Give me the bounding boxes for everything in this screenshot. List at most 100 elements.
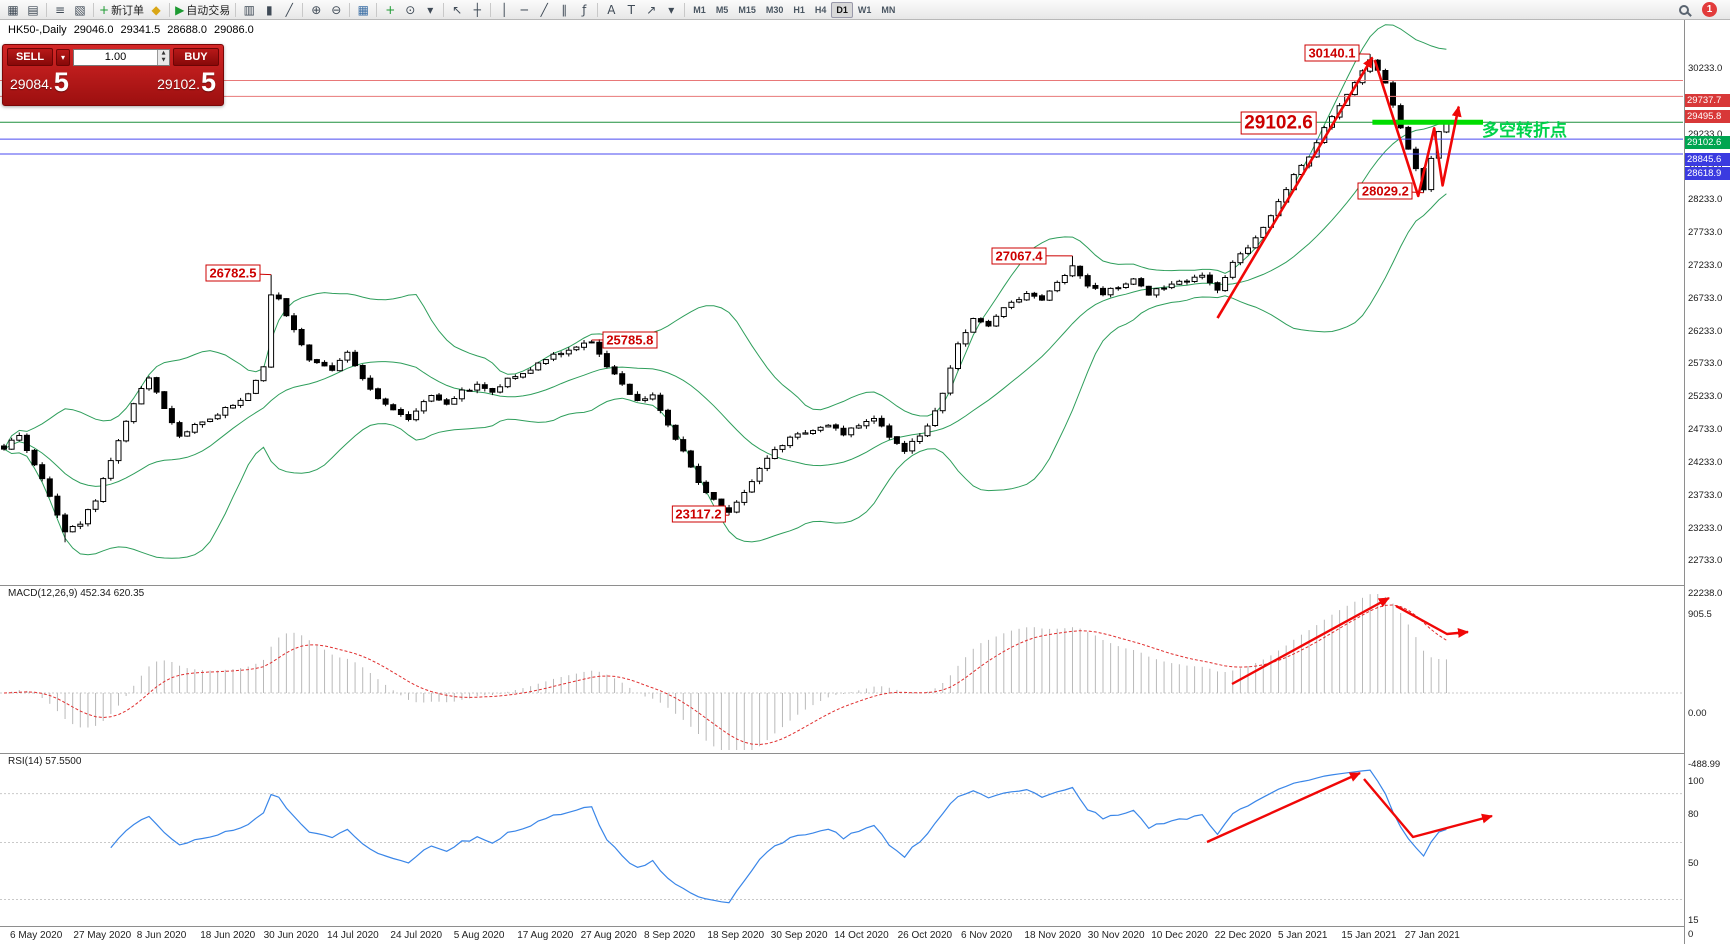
toolbar-separator [349,2,351,17]
trendline-tool-icon[interactable]: ╱ [540,2,548,17]
date-label: 30 Jun 2020 [263,930,319,941]
volume-dropdown-icon[interactable]: ▾ [56,48,70,66]
toolbar-separator [443,2,445,17]
new-order-button[interactable]: + 新订单 [97,1,146,19]
volume-up-icon[interactable]: ▲ [158,49,169,57]
bollinger-bands [3,24,1447,559]
price-scale-separator [1684,20,1685,944]
templates-dropdown-icon[interactable]: ▾ [427,2,434,17]
channel-tool-icon[interactable]: ∥ [561,2,568,17]
macd-axis-label: -488.99 [1688,759,1721,770]
autotrade-button[interactable]: ▶ 自动交易 [173,1,232,19]
buy-button[interactable]: BUY [173,48,219,66]
price-annotation[interactable]: 26782.5 [205,264,261,282]
macd-pane-separator[interactable] [0,585,1730,586]
price-tag: 29102.6 [1685,135,1730,149]
date-label: 18 Nov 2020 [1024,930,1082,941]
rsi-axis-label: 100 [1688,776,1704,787]
price-axis-label: 22733.0 [1688,555,1723,567]
price-axis-label: 22238.0 [1688,588,1723,599]
price-axis-label: 23733.0 [1688,489,1723,501]
price-axis-label: 25233.0 [1688,391,1723,403]
date-label: 26 Oct 2020 [897,930,953,941]
timeframe-m1[interactable]: M1 [693,4,706,15]
rsi-axis-label: 0 [1688,929,1694,940]
cursor-tool-icon[interactable]: ↖ [452,2,463,17]
price-tag: 29737.7 [1685,94,1730,108]
price-annotation[interactable]: 27067.4 [991,247,1047,265]
new-chart-icon[interactable]: ▦ [7,2,19,17]
price-annotation[interactable]: 29102.6 [1240,111,1317,135]
timeframe-m15[interactable]: M15 [738,4,756,15]
timeframe-h1[interactable]: H1 [793,4,805,15]
time-axis[interactable]: 6 May 2020 27 May 2020 8 Jun 2020 18 Jun 20… [0,928,1684,944]
macd-histogram [11,594,1447,750]
price-annotation[interactable]: 25785.8 [602,331,658,349]
fibonacci-tool-icon[interactable]: ƒ [582,2,587,17]
volume-input[interactable]: 1.00 [104,51,127,63]
quote-line: HK50-,Daily 29046.0 29341.5 28688.0 2908… [8,24,254,36]
arrow-tool-icon[interactable]: ↗ [646,2,657,17]
autotrade-label: 自动交易 [186,4,231,17]
search-icon[interactable] [1674,1,1694,19]
quote-open: 29046.0 [73,24,114,36]
toolbar-separator [235,2,237,17]
magnifier-glyph [1679,4,1689,15]
market-watch-icon[interactable]: ≡ [54,2,66,17]
rsi-pane-separator[interactable] [0,753,1730,754]
timeframe-m30[interactable]: M30 [765,4,784,15]
periods-clock-icon[interactable]: ⊙ [405,2,416,17]
zoom-out-icon[interactable]: ⊖ [331,2,342,17]
date-label: 14 Jul 2020 [327,930,379,941]
bar-chart-type-icon[interactable]: ▥ [243,2,255,17]
notification-badge[interactable]: 1 [1702,2,1717,17]
sell-price[interactable]: 29084. 5 [10,67,69,97]
vertical-line-tool-icon[interactable]: │ [500,2,508,17]
timeframe-mn[interactable]: MN [881,4,896,15]
navigator-icon[interactable]: ▧ [74,2,86,17]
timeframe-w1[interactable]: W1 [857,4,872,15]
timeframe-h4[interactable]: H4 [814,4,827,15]
price-axis-label: 23233.0 [1688,522,1723,534]
line-chart-type-icon[interactable]: ╱ [285,2,293,17]
zoom-in-icon[interactable]: ⊕ [311,2,322,17]
date-label: 6 Nov 2020 [961,930,1013,941]
date-label: 14 Oct 2020 [834,930,889,941]
tile-windows-icon[interactable]: ▦ [357,2,369,17]
quote-low: 28688.0 [167,24,207,36]
volume-down-icon[interactable]: ▼ [158,57,169,65]
crosshair-tool-icon[interactable]: ┼ [473,2,481,17]
buy-price-big: 5 [200,67,216,97]
trade-panel-prices: 29084. 5 29102. 5 [3,67,223,97]
price-annotation[interactable]: 28029.2 [1357,182,1413,200]
horizontal-line-tool-icon[interactable]: ─ [520,2,528,17]
rsi-indicator-label: RSI(14) 57.5500 [8,756,82,767]
volume-stepper: ▲ ▼ [157,49,169,65]
price-annotation[interactable]: 23117.2 [671,505,726,523]
indicators-icon[interactable]: + [385,2,396,17]
toolbar-separator [46,2,47,17]
buy-price[interactable]: 29102. 5 [157,67,216,97]
new-order-label: 新订单 [111,4,145,17]
profiles-icon[interactable]: ▤ [27,2,39,17]
sell-price-small: 29084. [10,76,53,92]
price-scale[interactable]: 30233.029733.029233.028733.028233.027733… [1685,20,1730,944]
new-order-icon: + [99,2,110,17]
rsi-axis-label: 80 [1688,808,1699,820]
metaeditor-icon[interactable]: ◆ [151,2,161,17]
sell-button[interactable]: SELL [7,48,53,66]
date-label: 8 Sep 2020 [644,930,696,941]
volume-control: 1.00 ▲ ▼ [73,48,170,66]
text-tool-icon[interactable]: A [607,2,616,17]
candlestick-chart-type-icon[interactable]: ▮ [265,2,273,17]
price-annotation[interactable]: 30140.1 [1304,44,1360,62]
timeframe-m5[interactable]: M5 [715,4,729,15]
label-tool-icon[interactable]: T [627,2,635,17]
autotrade-icon: ▶ [175,2,185,17]
timeframe-d1[interactable]: D1 [831,1,853,18]
shapes-dropdown-icon[interactable]: ▾ [668,2,675,17]
trend-arrows[interactable] [232,53,1493,844]
date-label: 30 Sep 2020 [770,930,828,941]
